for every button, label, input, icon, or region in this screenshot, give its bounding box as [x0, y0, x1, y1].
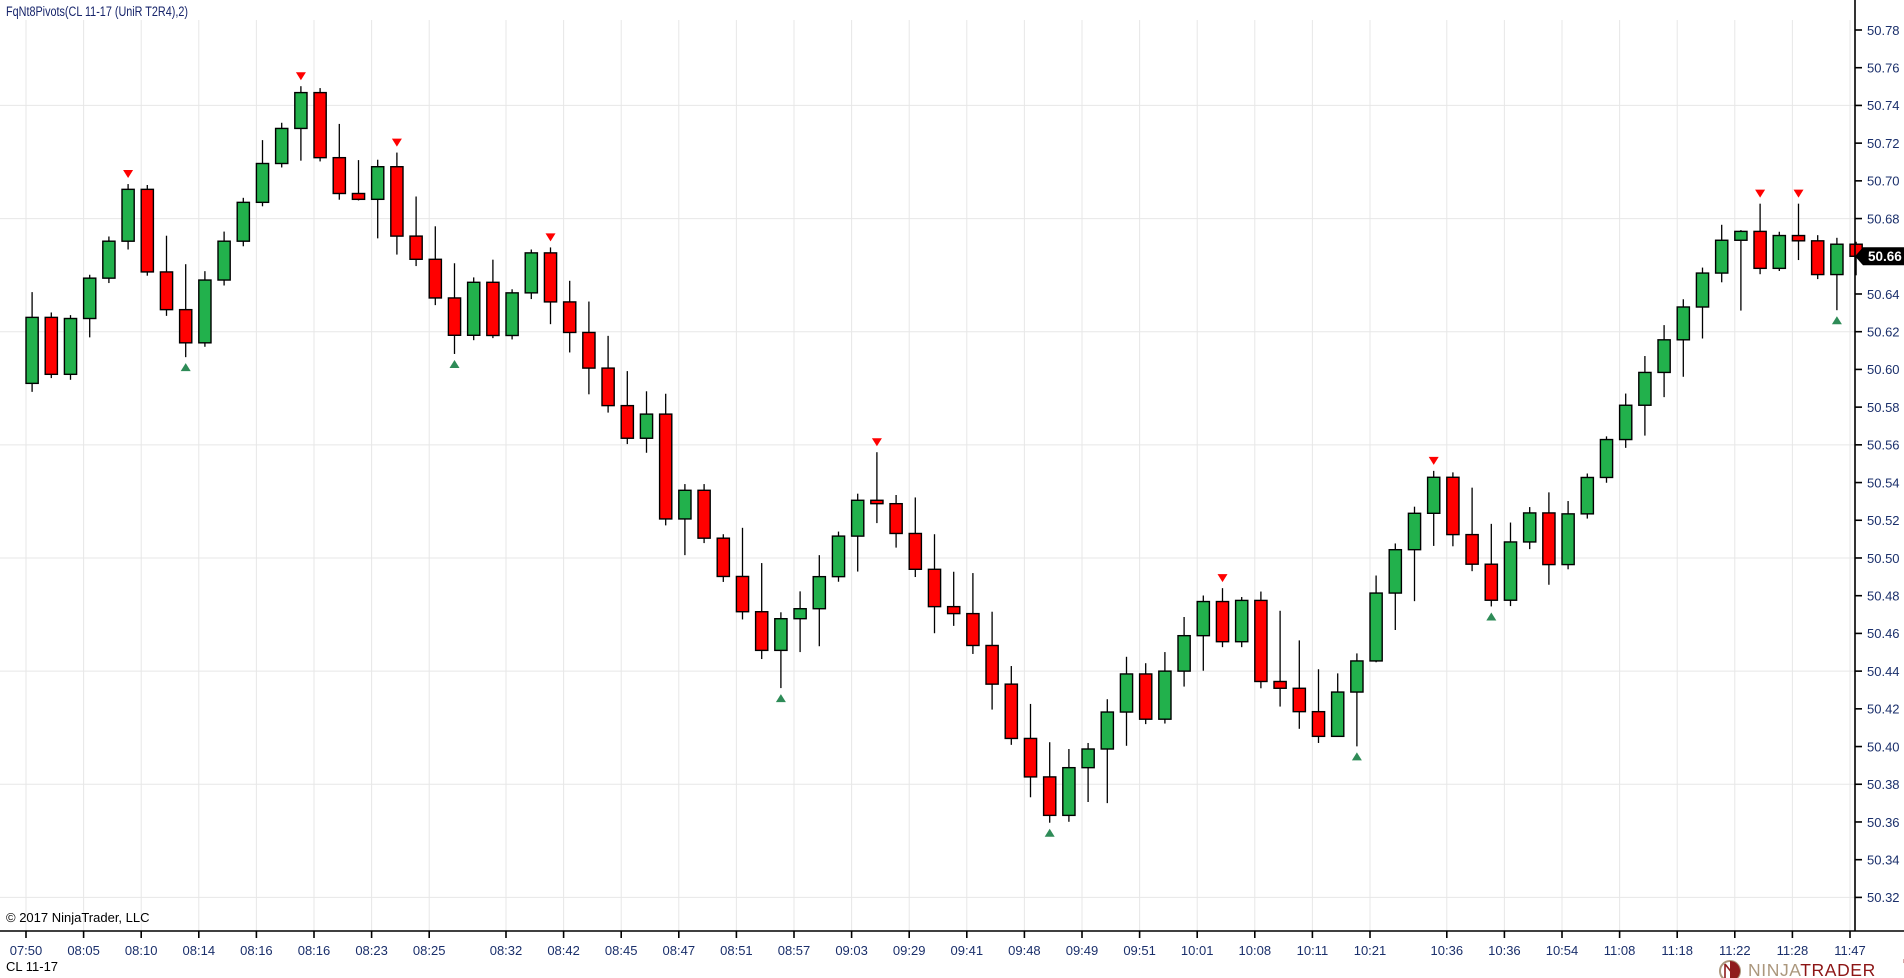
svg-text:50.32: 50.32: [1867, 890, 1900, 905]
svg-text:08:14: 08:14: [183, 943, 216, 958]
svg-text:FqNt8Pivots(CL 11-17 (UniR T2R: FqNt8Pivots(CL 11-17 (UniR T2R4),2): [6, 4, 188, 19]
svg-text:11:47: 11:47: [1834, 943, 1866, 958]
svg-text:50.78: 50.78: [1867, 23, 1900, 38]
svg-text:50.44: 50.44: [1867, 664, 1900, 679]
svg-text:08:23: 08:23: [355, 943, 388, 958]
svg-text:10:36: 10:36: [1431, 943, 1464, 958]
svg-text:08:32: 08:32: [490, 943, 523, 958]
svg-text:50.36: 50.36: [1867, 815, 1900, 830]
svg-text:08:57: 08:57: [778, 943, 811, 958]
svg-text:11:18: 11:18: [1661, 943, 1693, 958]
svg-text:08:05: 08:05: [67, 943, 100, 958]
svg-text:50.46: 50.46: [1867, 626, 1900, 641]
svg-text:11:08: 11:08: [1604, 943, 1636, 958]
svg-text:08:45: 08:45: [605, 943, 638, 958]
svg-text:09:41: 09:41: [951, 943, 984, 958]
svg-text:09:48: 09:48: [1008, 943, 1041, 958]
svg-text:50.72: 50.72: [1867, 136, 1900, 151]
svg-text:50.42: 50.42: [1867, 702, 1900, 717]
svg-text:11:22: 11:22: [1719, 943, 1751, 958]
svg-text:08:16: 08:16: [298, 943, 331, 958]
svg-text:11:28: 11:28: [1777, 943, 1809, 958]
svg-text:10:08: 10:08: [1239, 943, 1272, 958]
svg-text:50.60: 50.60: [1867, 362, 1900, 377]
svg-text:08:10: 08:10: [125, 943, 158, 958]
svg-text:09:49: 09:49: [1066, 943, 1099, 958]
svg-text:NINJATRADER: NINJATRADER: [1748, 960, 1876, 978]
svg-text:50.74: 50.74: [1867, 98, 1900, 113]
svg-text:50.64: 50.64: [1867, 287, 1900, 302]
svg-text:08:16: 08:16: [240, 943, 273, 958]
svg-text:50.56: 50.56: [1867, 438, 1900, 453]
svg-text:07:50: 07:50: [10, 943, 43, 958]
svg-text:50.52: 50.52: [1867, 513, 1900, 528]
svg-text:10:21: 10:21: [1354, 943, 1387, 958]
svg-text:08:51: 08:51: [720, 943, 753, 958]
svg-text:50.58: 50.58: [1867, 400, 1900, 415]
svg-text:50.66: 50.66: [1868, 249, 1902, 264]
svg-text:50.40: 50.40: [1867, 739, 1900, 754]
svg-text:08:42: 08:42: [547, 943, 580, 958]
svg-text:08:47: 08:47: [663, 943, 696, 958]
svg-text:50.68: 50.68: [1867, 211, 1900, 226]
svg-text:09:29: 09:29: [893, 943, 926, 958]
svg-text:50.38: 50.38: [1867, 777, 1900, 792]
svg-text:© 2017 NinjaTrader, LLC: © 2017 NinjaTrader, LLC: [6, 910, 150, 925]
svg-text:50.76: 50.76: [1867, 61, 1900, 76]
svg-text:09:51: 09:51: [1123, 943, 1156, 958]
svg-text:50.62: 50.62: [1867, 325, 1900, 340]
svg-text:50.50: 50.50: [1867, 551, 1900, 566]
svg-text:50.34: 50.34: [1867, 852, 1900, 867]
svg-text:10:01: 10:01: [1181, 943, 1214, 958]
svg-text:50.48: 50.48: [1867, 589, 1900, 604]
svg-text:50.70: 50.70: [1867, 174, 1900, 189]
svg-text:09:03: 09:03: [835, 943, 868, 958]
svg-text:CL 11-17: CL 11-17: [6, 959, 58, 974]
svg-text:50.54: 50.54: [1867, 475, 1900, 490]
svg-text:10:54: 10:54: [1546, 943, 1579, 958]
svg-text:10:11: 10:11: [1297, 943, 1329, 958]
svg-text:08:25: 08:25: [413, 943, 446, 958]
svg-text:10:36: 10:36: [1488, 943, 1521, 958]
